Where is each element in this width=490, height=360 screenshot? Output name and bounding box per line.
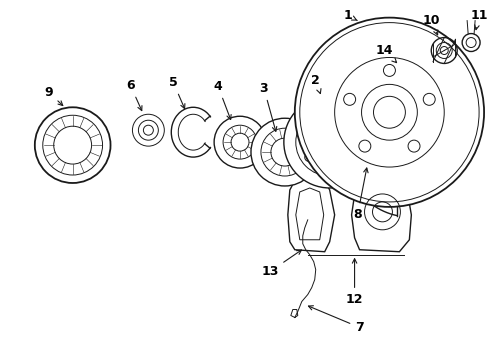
Circle shape — [295, 18, 484, 207]
Text: 14: 14 — [376, 44, 396, 63]
Text: 9: 9 — [45, 86, 63, 105]
Circle shape — [223, 125, 257, 159]
Text: 2: 2 — [311, 74, 321, 94]
Circle shape — [284, 96, 375, 188]
Text: 6: 6 — [126, 79, 142, 111]
Text: 11: 11 — [470, 9, 488, 30]
Circle shape — [251, 118, 318, 186]
Text: 4: 4 — [214, 80, 231, 120]
Circle shape — [35, 107, 111, 183]
Circle shape — [355, 139, 380, 165]
Circle shape — [296, 108, 364, 176]
Text: 10: 10 — [422, 14, 440, 35]
Text: 5: 5 — [169, 76, 185, 109]
Text: 7: 7 — [309, 306, 364, 334]
Text: 8: 8 — [353, 168, 368, 221]
Text: 12: 12 — [346, 259, 363, 306]
Circle shape — [43, 115, 102, 175]
Circle shape — [214, 116, 266, 168]
Text: 3: 3 — [260, 82, 277, 131]
Circle shape — [261, 128, 309, 176]
Text: 1: 1 — [343, 9, 357, 22]
Text: 13: 13 — [261, 250, 301, 278]
